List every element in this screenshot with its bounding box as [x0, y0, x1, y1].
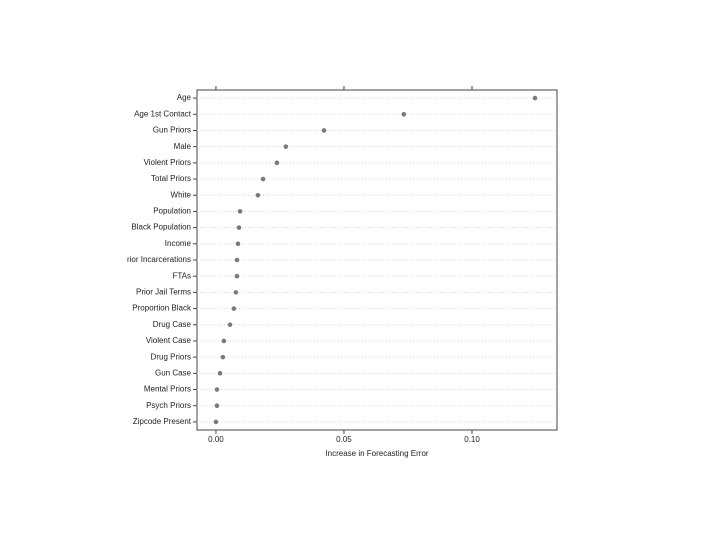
- dot: [231, 306, 237, 311]
- y-tick-label: Gun Priors: [153, 126, 191, 135]
- dot: [532, 95, 538, 101]
- x-tick-label: 0.10: [464, 435, 480, 444]
- dot: [255, 192, 261, 198]
- dot: [227, 322, 233, 328]
- y-tick-label: Mental Priors: [144, 385, 191, 394]
- dot: [220, 354, 226, 360]
- dot: [260, 176, 266, 182]
- dot: [235, 241, 241, 247]
- dot: [274, 160, 280, 166]
- y-tick-label: Population: [153, 207, 191, 216]
- dot: [236, 225, 242, 230]
- x-tick-label: 0.05: [336, 435, 352, 444]
- y-tick-label: Prior Jail Terms: [136, 287, 191, 296]
- y-tick-label: rior Incarcerations: [127, 255, 191, 264]
- y-tick-label: Gun Case: [155, 368, 192, 377]
- y-tick-label: Black Population: [131, 223, 191, 232]
- dot: [233, 290, 239, 295]
- dot: [237, 209, 243, 214]
- y-tick-label: White: [171, 190, 192, 199]
- dot: [214, 387, 220, 392]
- dot: [321, 128, 327, 133]
- y-tick-label: Age: [177, 93, 192, 102]
- y-tick-label: Violent Case: [146, 336, 192, 345]
- y-tick-label: Male: [174, 142, 192, 151]
- y-tick-label: Psych Priors: [146, 401, 191, 410]
- dot: [283, 144, 289, 149]
- dot: [214, 403, 220, 409]
- y-tick-label: Proportion Black: [132, 304, 192, 313]
- y-tick-label: Drug Case: [153, 320, 192, 329]
- dot: [234, 273, 240, 279]
- y-tick-label: Drug Priors: [151, 352, 191, 361]
- dot: [401, 111, 407, 117]
- dot: [234, 257, 240, 263]
- y-tick-label: Income: [165, 239, 192, 248]
- y-tick-label: Total Priors: [151, 174, 191, 183]
- dot: [217, 371, 223, 376]
- y-tick-label: Violent Priors: [144, 158, 191, 167]
- x-tick-label: 0.00: [208, 435, 224, 444]
- dot: [213, 419, 219, 425]
- dot: [221, 338, 227, 344]
- y-tick-label: FTAs: [172, 271, 191, 280]
- y-tick-label: Zipcode Present: [133, 417, 192, 426]
- x-axis-label: Increase in Forecasting Error: [325, 449, 428, 458]
- y-tick-label: Age 1st Contact: [134, 109, 192, 118]
